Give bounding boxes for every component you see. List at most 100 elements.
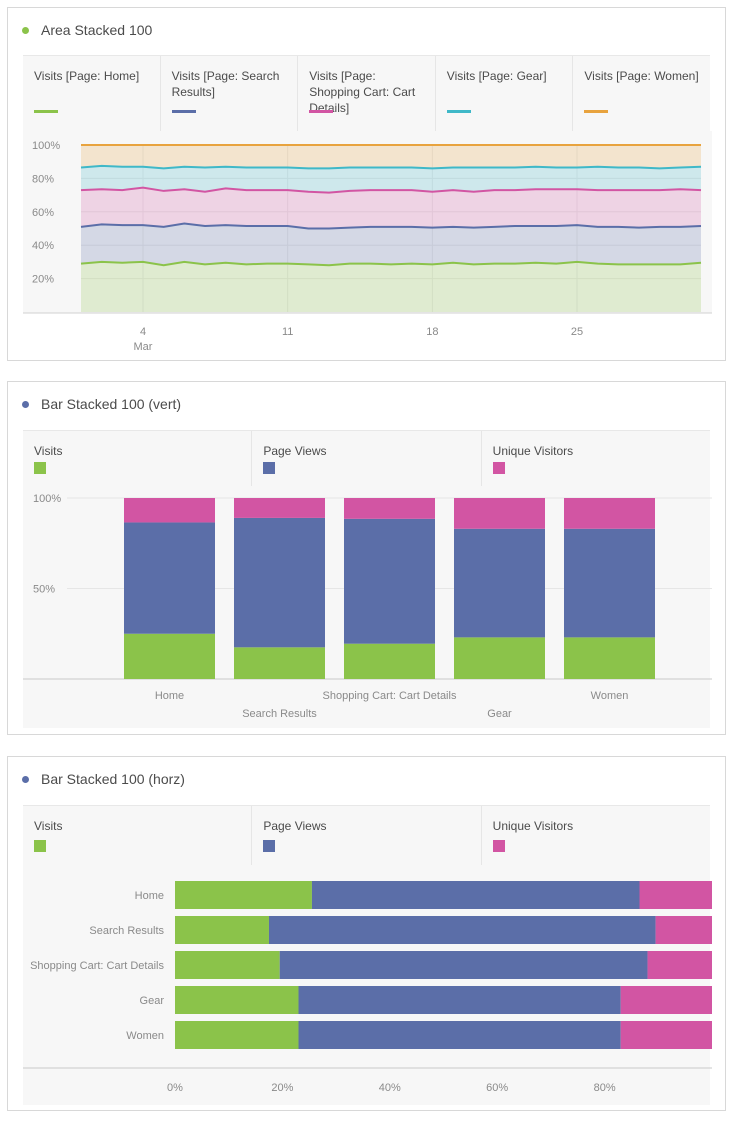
legend-item[interactable]: Visits [Page: Home] [23, 56, 161, 132]
horizontal-bar-plot: Home Search Results Shopping Cart: Cart De… [23, 865, 738, 1105]
area-fill [81, 261, 701, 312]
legend-swatch [171, 110, 196, 113]
panel-dot-icon [22, 26, 29, 34]
bar-segment[interactable] [639, 881, 712, 909]
horizontal-bar-legend: Visits Page Views Unique Visitors [23, 805, 710, 866]
vertical-bar-panel: Bar Stacked 100 (vert) Visits Page Views U… [7, 381, 726, 735]
bar-segment[interactable] [564, 637, 655, 679]
legend-swatch [34, 110, 58, 113]
bar-segment[interactable] [234, 498, 325, 518]
series-line[interactable] [80, 260, 702, 267]
x-tick-label: 80% [594, 1082, 616, 1094]
series-line[interactable] [80, 164, 702, 170]
vertical-bar-svg: 50% 100% Home Search Results Shopping Cart: … [23, 493, 712, 720]
legend-label: Visits [Page: Women] [584, 69, 699, 83]
bar-segment[interactable] [175, 1021, 299, 1049]
bar-segment[interactable] [268, 916, 656, 944]
x-tick-label: 0% [167, 1082, 183, 1094]
area-plot: 20% 40% 60% 80% 100% 4 11 18 25 Mar [23, 131, 712, 355]
legend-swatch [446, 110, 471, 113]
legend-swatch [584, 110, 609, 113]
legend-item[interactable]: Visits [Page: Search Results] [161, 56, 299, 132]
area-fill [81, 187, 701, 229]
legend-item[interactable]: Page Views [252, 806, 482, 866]
bar-segment[interactable] [234, 517, 325, 648]
x-tick-label: 11 [282, 326, 293, 338]
area-fill [81, 223, 701, 266]
bar-segment[interactable] [175, 951, 280, 979]
bar-segment[interactable] [279, 951, 648, 979]
legend-label: Visits [Page: Gear] [446, 69, 547, 83]
bar-segment[interactable] [175, 986, 299, 1014]
bar-segment[interactable] [124, 522, 215, 634]
bar-segment[interactable] [655, 916, 712, 944]
vertical-bar-legend: Visits Page Views Unique Visitors [23, 430, 710, 487]
y-category-label: Women [126, 1030, 164, 1042]
y-tick-label: 20% [32, 274, 54, 286]
horizontal-bar-svg: Home Search Results Shopping Cart: Cart De… [23, 881, 738, 1094]
bar-segment[interactable] [311, 881, 640, 909]
bar-segment[interactable] [564, 528, 655, 638]
vertical-bar-plot: 50% 100% Home Search Results Shopping Cart: … [23, 486, 712, 728]
y-tick-label: 100% [32, 140, 60, 152]
x-tick-label: 4 [140, 326, 146, 338]
bar-segment[interactable] [124, 498, 215, 523]
bar-segment[interactable] [344, 518, 435, 644]
legend-swatch [309, 110, 334, 113]
area-fill [81, 165, 701, 193]
panel-dot-icon [22, 775, 29, 783]
legend-item[interactable]: Visits [23, 806, 253, 866]
legend-item[interactable]: Unique Visitors [482, 431, 710, 487]
bar-segment[interactable] [647, 951, 712, 979]
legend-item[interactable]: Visits [Page: Women] [573, 56, 710, 132]
x-category-label: Search Results [242, 708, 317, 720]
legend-swatch [34, 462, 46, 474]
legend-item[interactable]: Unique Visitors [482, 806, 710, 866]
area-chart-panel: Area Stacked 100 Visits [Page: Home] Visi… [7, 7, 726, 361]
legend-label: Page Views [263, 444, 327, 458]
bar-segment[interactable] [620, 986, 712, 1014]
x-month-label: Mar [134, 341, 153, 353]
bar-segment[interactable] [344, 643, 435, 679]
series-line[interactable] [80, 222, 702, 230]
x-category-label: Home [155, 690, 184, 702]
x-tick-label: 40% [379, 1082, 401, 1094]
legend-label: Unique Visitors [492, 444, 574, 458]
legend-label: Visits [Page: Shopping Cart: Cart Detail… [309, 69, 416, 115]
legend-item[interactable]: Visits [23, 431, 253, 487]
legend-swatch [263, 462, 276, 474]
legend-swatch [492, 462, 505, 474]
bar-segment[interactable] [454, 498, 545, 529]
bar-segment[interactable] [124, 633, 215, 679]
legend-item[interactable]: Visits [Page: Gear] [436, 56, 574, 132]
bar-segment[interactable] [175, 916, 269, 944]
x-category-label: Gear [487, 708, 512, 720]
y-tick-label: 50% [33, 584, 55, 596]
legend-item[interactable]: Page Views [252, 431, 482, 487]
bar-segment[interactable] [298, 986, 621, 1014]
x-tick-label: 20% [271, 1082, 293, 1094]
bar-segment[interactable] [454, 528, 545, 638]
legend-label: Visits [34, 444, 63, 458]
legend-swatch [34, 840, 46, 852]
x-category-label: Women [591, 690, 629, 702]
bar-segment[interactable] [564, 498, 655, 529]
bar-segment[interactable] [298, 1021, 621, 1049]
bar-segment[interactable] [344, 498, 435, 519]
panel-title: Bar Stacked 100 (horz) [22, 771, 185, 787]
bar-segment[interactable] [234, 647, 325, 679]
bar-segment[interactable] [454, 637, 545, 679]
legend-label: Visits [Page: Search Results] [171, 69, 280, 99]
bar-segment[interactable] [620, 1021, 712, 1049]
y-tick-label: 100% [33, 493, 61, 505]
y-tick-label: 60% [32, 207, 54, 219]
legend-item[interactable]: Visits [Page: Shopping Cart: Cart Detail… [298, 56, 436, 132]
legend-swatch [492, 840, 505, 852]
y-category-label: Home [135, 890, 164, 902]
bar-segment[interactable] [175, 881, 312, 909]
area-fill [81, 145, 701, 169]
y-tick-label: 40% [32, 240, 54, 252]
panel-title-text: Bar Stacked 100 (horz) [41, 771, 185, 787]
legend-label: Page Views [263, 819, 327, 833]
series-line[interactable] [80, 186, 702, 194]
